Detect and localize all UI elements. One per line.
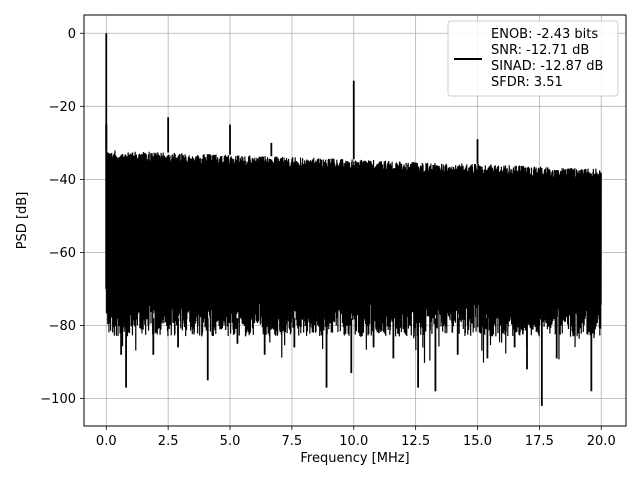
ticks: 0.0 2.5 5.0 7.5 10.0 12.5 15.0 17.5 20.0 0 −20 −40 −… <box>40 27 615 449</box>
legend-line: SNR: -12.71 dB <box>491 43 589 58</box>
y-tick-label: −60 <box>49 246 76 261</box>
y-tick-label: −100 <box>40 392 76 407</box>
x-tick-label: 15.0 <box>463 434 492 449</box>
legend: ENOB: -2.43 bits SNR: -12.71 dB SINAD: -12… <box>447 20 619 97</box>
x-tick-label: 7.5 <box>282 434 303 449</box>
x-tick-label: 17.5 <box>525 434 554 449</box>
y-axis-label: PSD [dB] <box>15 192 30 250</box>
y-tick-label: −80 <box>49 319 76 334</box>
y-tick-label: −20 <box>49 100 76 115</box>
x-tick-label: 12.5 <box>401 434 430 449</box>
psd-trace <box>105 150 602 363</box>
series-layer <box>105 33 602 406</box>
x-tick-label: 5.0 <box>220 434 241 449</box>
x-tick-label: 10.0 <box>339 434 368 449</box>
x-tick-label: 0.0 <box>96 434 117 449</box>
x-tick-label: 20.0 <box>587 434 616 449</box>
plot-frame <box>83 14 627 427</box>
legend-label: ENOB: -2.43 bits SNR: -12.71 dB SINAD: -12… <box>491 27 603 90</box>
legend-line: SFDR: 3.51 <box>491 75 563 90</box>
legend-line: SINAD: -12.87 dB <box>491 59 603 74</box>
legend-box <box>447 20 619 97</box>
x-tick-label: 2.5 <box>158 434 179 449</box>
x-axis-label: Frequency [MHz] <box>300 451 409 466</box>
y-tick-label: −40 <box>49 173 76 188</box>
legend-line: ENOB: -2.43 bits <box>491 27 598 42</box>
y-tick-label: 0 <box>68 27 76 42</box>
